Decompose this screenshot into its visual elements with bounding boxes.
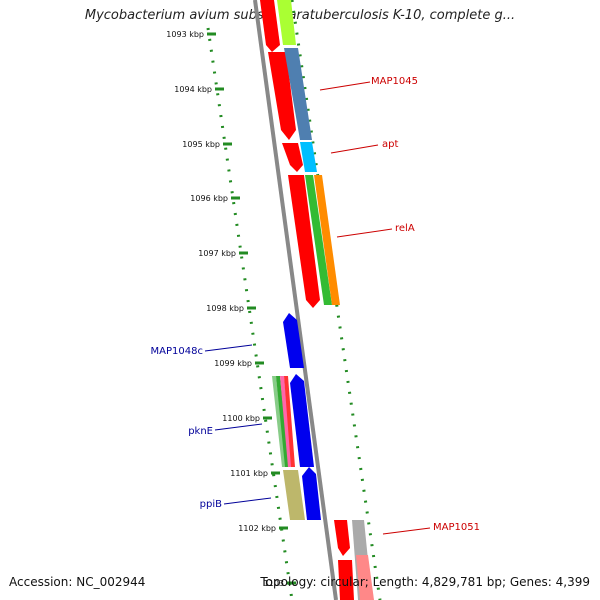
cog-cyan [300, 142, 317, 172]
gene-label-MAP1045[interactable]: MAP1045 [371, 76, 418, 87]
scale-tick-label: 1094 kbp [174, 85, 212, 94]
scale-tick-label: 1097 kbp [198, 249, 236, 258]
gene-label-apt[interactable]: apt [382, 139, 398, 150]
cog-lime [277, 0, 296, 45]
gene-label-MAP1048c[interactable]: MAP1048c [151, 346, 203, 357]
cog-steel [284, 48, 312, 140]
cog-green-stripe [305, 175, 332, 305]
cog-khaki [283, 470, 305, 520]
cds-forward-3 [282, 143, 303, 172]
scale-tick-label: 1096 kbp [190, 194, 228, 203]
gene-label-relA[interactable]: relA [395, 223, 415, 234]
reverse-cds-track [283, 313, 321, 520]
reverse-cog-track [272, 376, 305, 520]
scale-tick-label: 1098 kbp [206, 304, 244, 313]
cds-reverse-2 [290, 374, 314, 467]
cds-forward-4 [288, 175, 320, 308]
leader-MAP1051 [382, 527, 431, 535]
backbone-line [253, 0, 338, 600]
cds-forward-6 [338, 560, 354, 600]
gene-label-pknE[interactable]: pknE [188, 426, 213, 437]
cds-forward-2 [268, 52, 296, 140]
map-title: Mycobacterium avium subsp. paratuberculo… [84, 8, 516, 23]
leader-ppiB [223, 497, 272, 505]
cog-orange-stripe [314, 175, 340, 305]
scale-tick-label: 1100 kbp [222, 414, 260, 423]
cog-stripe-3 [280, 376, 292, 467]
leader-relA [336, 228, 393, 238]
gene-labels: MAP1045 apt relA MAP1048c pknE ppiB MAP1051 [151, 76, 480, 533]
cog-track [277, 0, 374, 600]
cog-pink [356, 555, 374, 600]
cds-forward-1 [260, 0, 280, 52]
scale-tick-label: 1099 kbp [214, 359, 252, 368]
cog-stripe-1 [272, 376, 286, 467]
scale-tick-label: 1093 kbp [166, 30, 204, 39]
leader-MAP1045 [319, 81, 371, 91]
forward-cds-track [260, 0, 354, 600]
scale-ticks: 1093 kbp 1094 kbp 1095 kbp 1096 kbp 1097 kbp… [166, 30, 296, 588]
scale-tick-label: 1095 kbp [182, 140, 220, 149]
gene-leaders [204, 81, 431, 535]
accession-text: Accession: NC_002944 [9, 575, 146, 589]
scale-tick-label: 1103 [264, 579, 284, 588]
leader-pknE [214, 423, 263, 431]
cds-reverse-3 [302, 467, 321, 520]
cds-reverse-1 [283, 313, 304, 368]
cds-forward-5 [334, 520, 350, 556]
cog-stripe-2 [276, 376, 289, 467]
gene-label-ppiB[interactable]: ppiB [200, 499, 222, 510]
gene-label-MAP1051[interactable]: MAP1051 [433, 522, 480, 533]
cog-stripe-4 [284, 376, 295, 467]
scale-tick-label: 1102 kbp [238, 524, 276, 533]
genome-summary-text: Topology: circular; Length: 4,829,781 bp… [260, 575, 590, 589]
leader-apt [330, 144, 379, 154]
scale-tick-label: 1101 kbp [230, 469, 268, 478]
leader-MAP1048c [204, 344, 253, 352]
